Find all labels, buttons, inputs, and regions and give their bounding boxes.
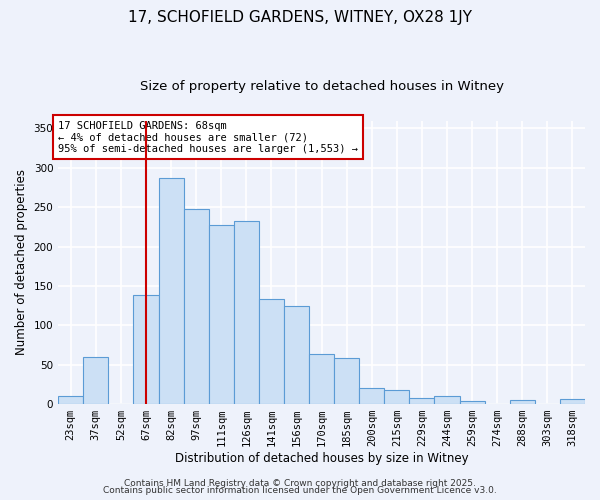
Bar: [158, 178, 184, 404]
Text: Contains public sector information licensed under the Open Government Licence v3: Contains public sector information licen…: [103, 486, 497, 495]
Title: Size of property relative to detached houses in Witney: Size of property relative to detached ho…: [140, 80, 503, 93]
Bar: [560, 400, 585, 404]
Bar: [409, 398, 434, 404]
Bar: [58, 396, 83, 404]
Bar: [184, 209, 209, 404]
Bar: [133, 296, 158, 404]
Bar: [234, 222, 259, 404]
Bar: [309, 354, 334, 404]
Bar: [460, 401, 485, 404]
Text: 17 SCHOFIELD GARDENS: 68sqm
← 4% of detached houses are smaller (72)
95% of semi: 17 SCHOFIELD GARDENS: 68sqm ← 4% of deta…: [58, 120, 358, 154]
Bar: [259, 298, 284, 404]
Bar: [434, 396, 460, 404]
X-axis label: Distribution of detached houses by size in Witney: Distribution of detached houses by size …: [175, 452, 469, 465]
Text: 17, SCHOFIELD GARDENS, WITNEY, OX28 1JY: 17, SCHOFIELD GARDENS, WITNEY, OX28 1JY: [128, 10, 472, 25]
Y-axis label: Number of detached properties: Number of detached properties: [15, 170, 28, 356]
Bar: [83, 357, 109, 404]
Text: Contains HM Land Registry data © Crown copyright and database right 2025.: Contains HM Land Registry data © Crown c…: [124, 478, 476, 488]
Bar: [510, 400, 535, 404]
Bar: [334, 358, 359, 404]
Bar: [385, 390, 409, 404]
Bar: [284, 306, 309, 404]
Bar: [209, 226, 234, 404]
Bar: [359, 388, 385, 404]
